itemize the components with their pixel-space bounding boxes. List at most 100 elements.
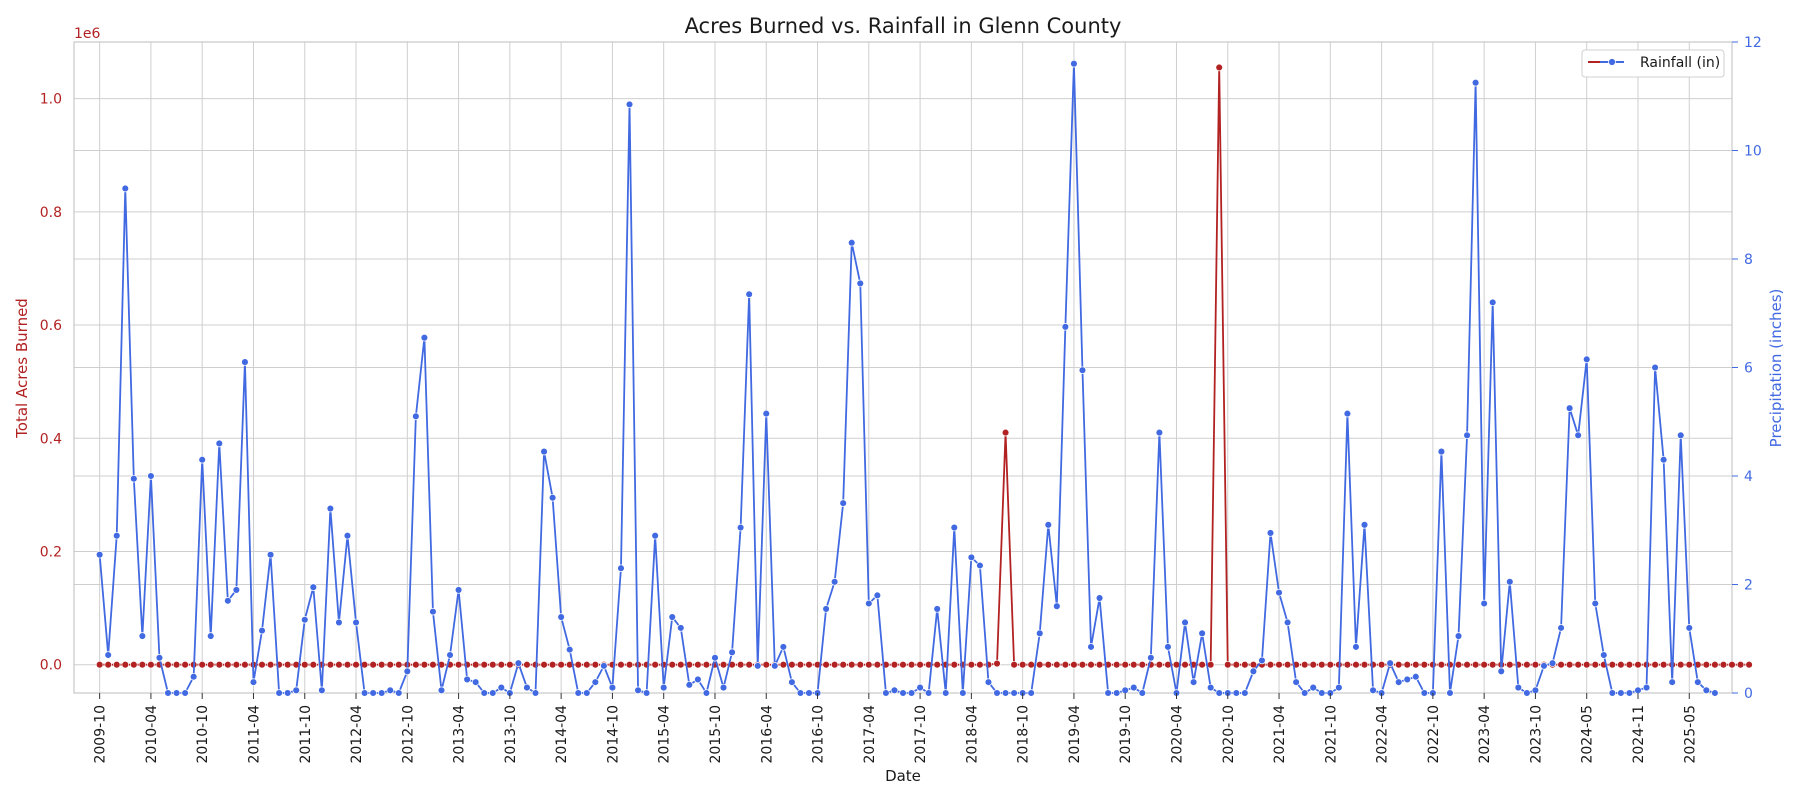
acres-burned-point	[1087, 660, 1095, 669]
rainfall-point	[1369, 686, 1377, 695]
rainfall-point	[1147, 653, 1155, 662]
rainfall-point	[668, 613, 676, 621]
rainfall-point	[1711, 689, 1719, 697]
acres-burned-point	[352, 660, 360, 669]
rainfall-point	[984, 678, 993, 686]
acres-burned-point	[258, 660, 266, 669]
acres-burned-point	[933, 660, 941, 669]
acres-burned-point	[104, 660, 112, 669]
x-tick-label: 2014-10	[605, 705, 621, 764]
acres-burned-point	[1283, 660, 1292, 669]
rainfall-point	[1232, 689, 1241, 697]
acres-burned-point	[198, 660, 206, 669]
rainfall-point	[1394, 678, 1403, 686]
acres-burned-point	[1181, 660, 1189, 669]
x-tick-label: 2021-10	[1323, 705, 1339, 764]
rainfall-point	[454, 586, 463, 594]
acres-burned-point	[677, 660, 685, 669]
acres-burned-point	[847, 660, 856, 669]
rainfall-point	[360, 689, 369, 697]
rainfall-point	[1608, 689, 1617, 697]
acres-burned-point	[1394, 660, 1403, 669]
rainfall-point	[1668, 678, 1676, 686]
rainfall-point	[292, 686, 300, 695]
rainfall-point	[1600, 651, 1608, 659]
acres-burned-point	[916, 660, 924, 669]
acres-burned-point	[1685, 660, 1694, 669]
acres-burned-point	[130, 660, 138, 669]
acres-burned-point	[369, 660, 377, 669]
acres-burned-point	[241, 660, 249, 669]
series-rainfall	[95, 59, 1719, 697]
rainfall-point	[1275, 588, 1283, 597]
rainfall-point	[548, 493, 557, 502]
acres-burned-point	[1711, 660, 1719, 669]
rainfall-point	[1548, 659, 1557, 667]
rainfall-point	[1540, 662, 1548, 670]
rainfall-point	[352, 618, 360, 627]
rainfall-point	[1343, 409, 1352, 418]
rainfall-point	[959, 689, 967, 697]
rainfall-point	[771, 662, 779, 670]
rainfall-point	[1480, 599, 1488, 608]
acres-burned-point	[907, 660, 916, 669]
rainfall-point	[591, 678, 600, 686]
x-tick-label: 2013-10	[503, 705, 519, 764]
x-tick-label: 2024-05	[1580, 705, 1596, 764]
rainfall-point	[1497, 667, 1505, 676]
y-left-tick-label: 0.2	[40, 544, 62, 560]
acres-burned-point	[540, 660, 548, 669]
acres-burned-point	[1215, 63, 1223, 72]
rainfall-point	[540, 447, 548, 456]
acres-burned-point	[788, 660, 796, 669]
x-tick-label: 2012-04	[349, 705, 365, 764]
rainfall-point	[463, 675, 471, 684]
acres-burned-point	[796, 660, 805, 669]
rainfall-point	[395, 689, 403, 697]
acres-burned-point	[266, 660, 275, 669]
rainfall-point	[634, 686, 642, 695]
acres-burned-point	[1129, 660, 1138, 669]
acres-burned-point	[865, 660, 873, 669]
rainfall-point	[301, 616, 309, 624]
acres-burned-point	[976, 660, 984, 669]
x-tick-label: 2011-04	[246, 705, 262, 764]
acres-burned-point	[1300, 660, 1309, 669]
rainfall-point	[1634, 686, 1642, 695]
left-axis-offset-text: 1e6	[74, 26, 101, 42]
rainfall-point	[839, 499, 847, 507]
x-tick-label: 2025-05	[1682, 705, 1698, 764]
rainfall-point	[924, 689, 933, 697]
acres-burned-point	[121, 660, 130, 669]
rainfall-point	[950, 523, 959, 532]
acres-burned-point	[830, 660, 839, 669]
acres-burned-point	[1112, 660, 1121, 669]
acres-burned-point	[779, 660, 788, 669]
axes-layer: 0.0 0.2 0.4 0.6 0.8 1.0 0 2 4 6 8 10 12 2009-10 2010-0…	[40, 35, 1762, 764]
rainfall-point	[1181, 618, 1189, 627]
acres-burned-point	[1471, 660, 1480, 669]
rainfall-point	[1121, 686, 1129, 695]
acres-burned-point	[1224, 660, 1232, 669]
rainfall-point	[1010, 689, 1018, 697]
acres-burned-point	[377, 660, 386, 669]
acres-burned-point	[583, 660, 591, 669]
acres-burned-point	[890, 660, 899, 669]
acres-burned-point	[1001, 428, 1010, 437]
acres-burned-point	[1326, 660, 1335, 669]
rainfall-point	[719, 683, 728, 692]
rainfall-point	[890, 686, 899, 695]
rainfall-point	[258, 626, 266, 635]
legend-rain-marker	[1608, 58, 1616, 66]
rainfall-point	[822, 605, 830, 613]
rainfall-point	[1283, 618, 1292, 627]
x-tick-label: 2019-10	[1118, 705, 1134, 764]
x-tick-label: 2022-04	[1375, 705, 1391, 764]
rainfall-point	[1437, 447, 1446, 456]
acres-burned-point	[694, 660, 702, 669]
rainfall-point	[343, 531, 352, 540]
acres-burned-point	[668, 660, 676, 669]
rainfall-point	[1557, 624, 1565, 632]
acres-burned-point	[206, 660, 215, 669]
rainfall-point	[583, 689, 591, 697]
